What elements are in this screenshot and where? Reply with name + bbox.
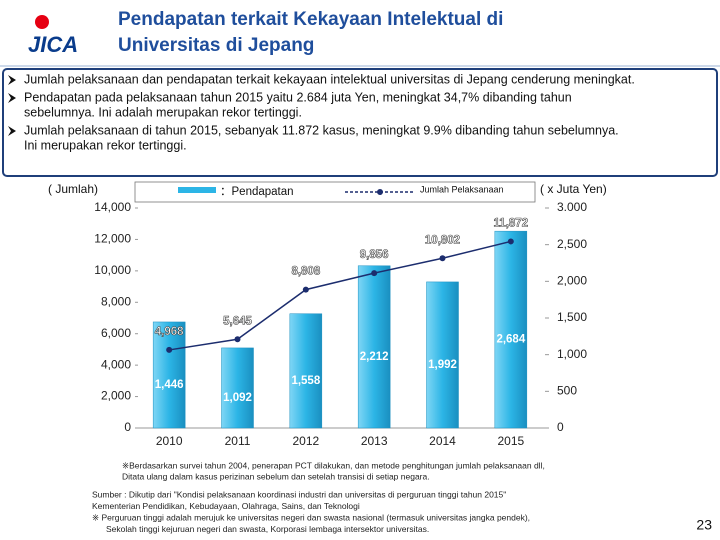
bullet-arrow xyxy=(8,93,16,103)
line-value-label: 8,808 xyxy=(291,266,320,278)
y-tick-label: 12,000 xyxy=(94,232,131,246)
line-point xyxy=(234,336,241,343)
bar-value-label: 1,992 xyxy=(428,359,457,371)
x-tick-label: 2015 xyxy=(497,434,524,448)
legend-swatch xyxy=(178,187,216,193)
y2-tick-label: 2,500 xyxy=(557,237,587,251)
y2-tick-label: 2,000 xyxy=(557,274,587,288)
note: Ditata ulang dalam kasus perizinan sebel… xyxy=(122,471,430,481)
y-tick-label: 14,000 xyxy=(94,200,131,214)
x-tick-label: 2014 xyxy=(429,434,456,448)
x-tick-label: 2010 xyxy=(156,434,183,448)
x-tick-label: 2013 xyxy=(361,434,388,448)
legend-dot xyxy=(377,189,383,195)
bullet-arrow xyxy=(8,75,16,85)
x-tick-label: 2011 xyxy=(225,434,251,448)
bar-value-label: 2,212 xyxy=(360,351,389,363)
line-point xyxy=(371,270,378,277)
line-point xyxy=(439,255,446,262)
line-value-label: 11,872 xyxy=(494,217,529,229)
line-point xyxy=(302,286,309,293)
slide-title: Pendapatan terkait Kekayaan Intelektual … xyxy=(118,9,503,30)
source: Sumber : Dikutip dari "Kondisi pelaksana… xyxy=(92,489,506,499)
y-tick-label: 8,000 xyxy=(101,294,131,308)
note: ※Berdasarkan survei tahun 2004, penerapa… xyxy=(122,460,545,470)
bar-value-label: 1,558 xyxy=(291,375,320,387)
logo-dot xyxy=(35,15,49,29)
bar xyxy=(494,230,528,429)
y2-axis-label: ( x Juta Yen) xyxy=(540,182,607,196)
bar xyxy=(152,321,186,429)
bullet-arrow xyxy=(8,126,16,136)
bar xyxy=(221,347,254,429)
line-value-label: 9,856 xyxy=(360,249,389,261)
bar-value-label: 2,684 xyxy=(496,334,525,346)
source: Sekolah tinggi kejuruan negeri dan swast… xyxy=(106,524,429,534)
y2-tick-label: 3.000 xyxy=(557,200,587,214)
line-value-label: 5,645 xyxy=(223,315,252,327)
y2-tick-label: 500 xyxy=(557,384,577,398)
y-tick-label: 2,000 xyxy=(101,389,131,403)
line-value-label: 4,968 xyxy=(155,326,184,338)
line-point xyxy=(166,346,173,353)
x-tick-label: 2012 xyxy=(292,434,319,448)
slide-title: Universitas di Jepang xyxy=(118,35,314,56)
y2-tick-label: 1,500 xyxy=(557,310,587,324)
bar xyxy=(289,313,323,429)
source: Kementerian Pendidikan, Kebudayaan, Olah… xyxy=(92,501,360,511)
bar xyxy=(357,265,391,429)
legend-label: Jumlah Pelaksanaan xyxy=(420,184,504,194)
bullet-text: sebelumnya. Ini adalah merupakan rekor t… xyxy=(24,105,302,119)
page-number: 23 xyxy=(696,517,712,533)
y2-tick-label: 1,000 xyxy=(557,347,587,361)
bullet-text: Jumlah pelaksanaan di tahun 2015, sebany… xyxy=(24,123,619,137)
source: ※ Perguruan tinggi adalah merujuk ke uni… xyxy=(92,512,530,522)
legend-label: ：Pendapatan xyxy=(220,186,294,198)
y-tick-label: 4,000 xyxy=(101,357,131,371)
bullet-text: Ini merupakan rekor tertinggi. xyxy=(24,138,187,152)
y-tick-label: 6,000 xyxy=(101,326,131,340)
bar-value-label: 1,092 xyxy=(223,392,252,404)
bullet-box xyxy=(2,68,718,177)
y2-tick-label: 0 xyxy=(557,420,564,434)
y-tick-label: 0 xyxy=(124,420,131,434)
logo: JICA xyxy=(28,32,78,57)
bullet-text: Jumlah pelaksanaan dan pendapatan terkai… xyxy=(24,72,635,86)
line-value-label: 10,802 xyxy=(425,234,460,246)
bar-value-label: 1,446 xyxy=(155,379,184,391)
bullet-text: Pendapatan pada pelaksanaan tahun 2015 y… xyxy=(24,90,572,104)
y-axis-label: ( Jumlah) xyxy=(48,182,98,196)
legend-box xyxy=(134,181,536,203)
line xyxy=(169,240,512,351)
bar xyxy=(426,281,459,429)
y-tick-label: 10,000 xyxy=(94,263,131,277)
line-point xyxy=(507,238,514,245)
